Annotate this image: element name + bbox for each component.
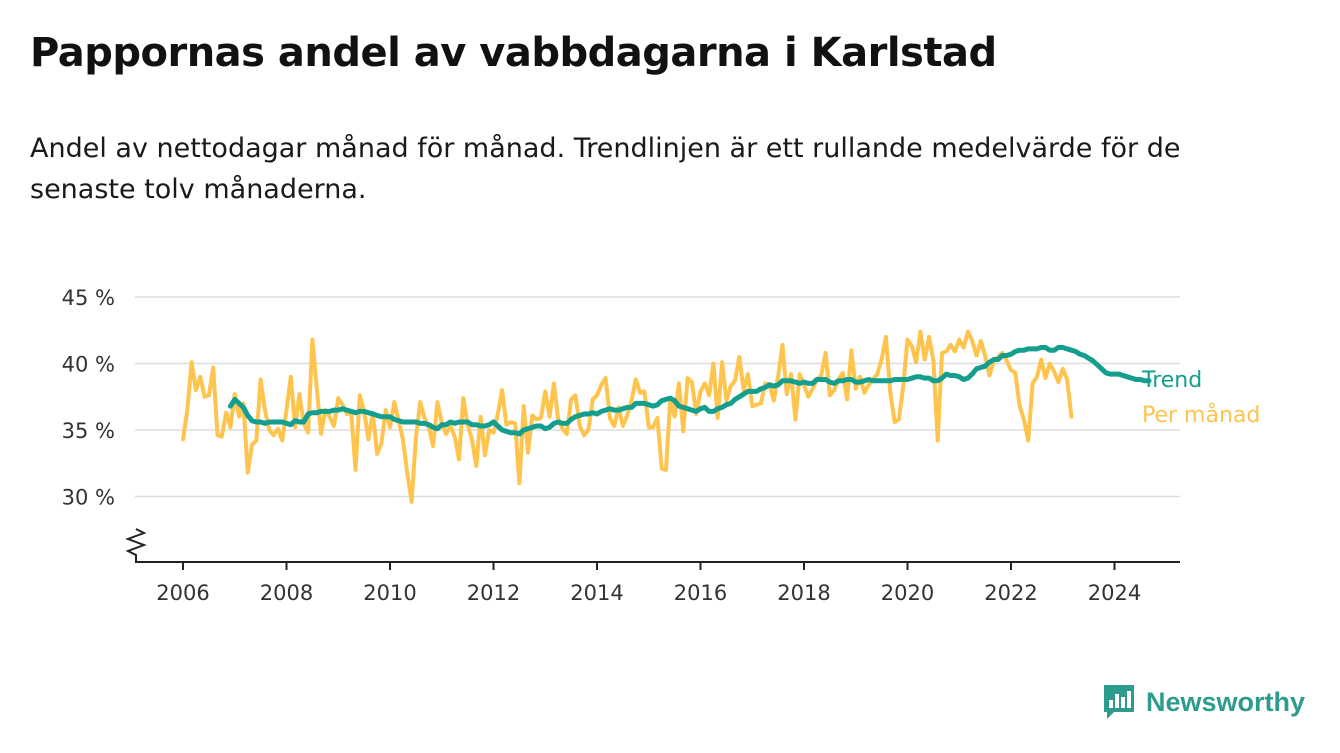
brand-name: Newsworthy xyxy=(1146,686,1306,717)
line-chart: 45 % 40 % 35 % 30 % 2006 2008 2010 2012 2014 201… xyxy=(62,286,1261,605)
chart-subtitle: Andel av nettodagar månad för månad. Tre… xyxy=(30,133,1181,205)
newsworthy-logo: Newsworthy xyxy=(1102,683,1305,721)
x-axis xyxy=(125,528,1180,563)
x-axis-ticks: 2006 2008 2010 2012 2014 2016 2018 2020 2022 2024 xyxy=(156,562,1141,605)
y-tick-label: 35 % xyxy=(62,419,115,443)
x-tick-label: 2014 xyxy=(570,581,623,605)
y-tick-label: 30 % xyxy=(62,486,115,510)
y-tick-label: 40 % xyxy=(62,353,115,377)
series-lines xyxy=(181,329,1152,504)
x-tick-label: 2018 xyxy=(777,581,830,605)
x-tick-label: 2022 xyxy=(984,581,1037,605)
x-tick-label: 2012 xyxy=(467,581,520,605)
monthly-line xyxy=(181,329,1074,504)
x-tick-label: 2024 xyxy=(1088,581,1141,605)
series-label-trend: Trend xyxy=(1141,368,1202,393)
series-label-monthly: Per månad xyxy=(1142,402,1260,428)
newsworthy-bar-chart-icon xyxy=(1104,685,1134,719)
y-tick-label: 45 % xyxy=(62,286,115,310)
x-tick-label: 2008 xyxy=(260,581,313,605)
x-tick-label: 2016 xyxy=(674,581,727,605)
chart-title: Pappornas andel av vabbdagarna i Karlsta… xyxy=(30,30,997,76)
x-tick-label: 2020 xyxy=(881,581,934,605)
trend-line xyxy=(227,345,1152,437)
x-tick-label: 2006 xyxy=(156,581,209,605)
axis-break-icon xyxy=(125,528,147,561)
y-axis-ticks: 45 % 40 % 35 % 30 % xyxy=(62,286,115,510)
x-tick-label: 2010 xyxy=(363,581,416,605)
